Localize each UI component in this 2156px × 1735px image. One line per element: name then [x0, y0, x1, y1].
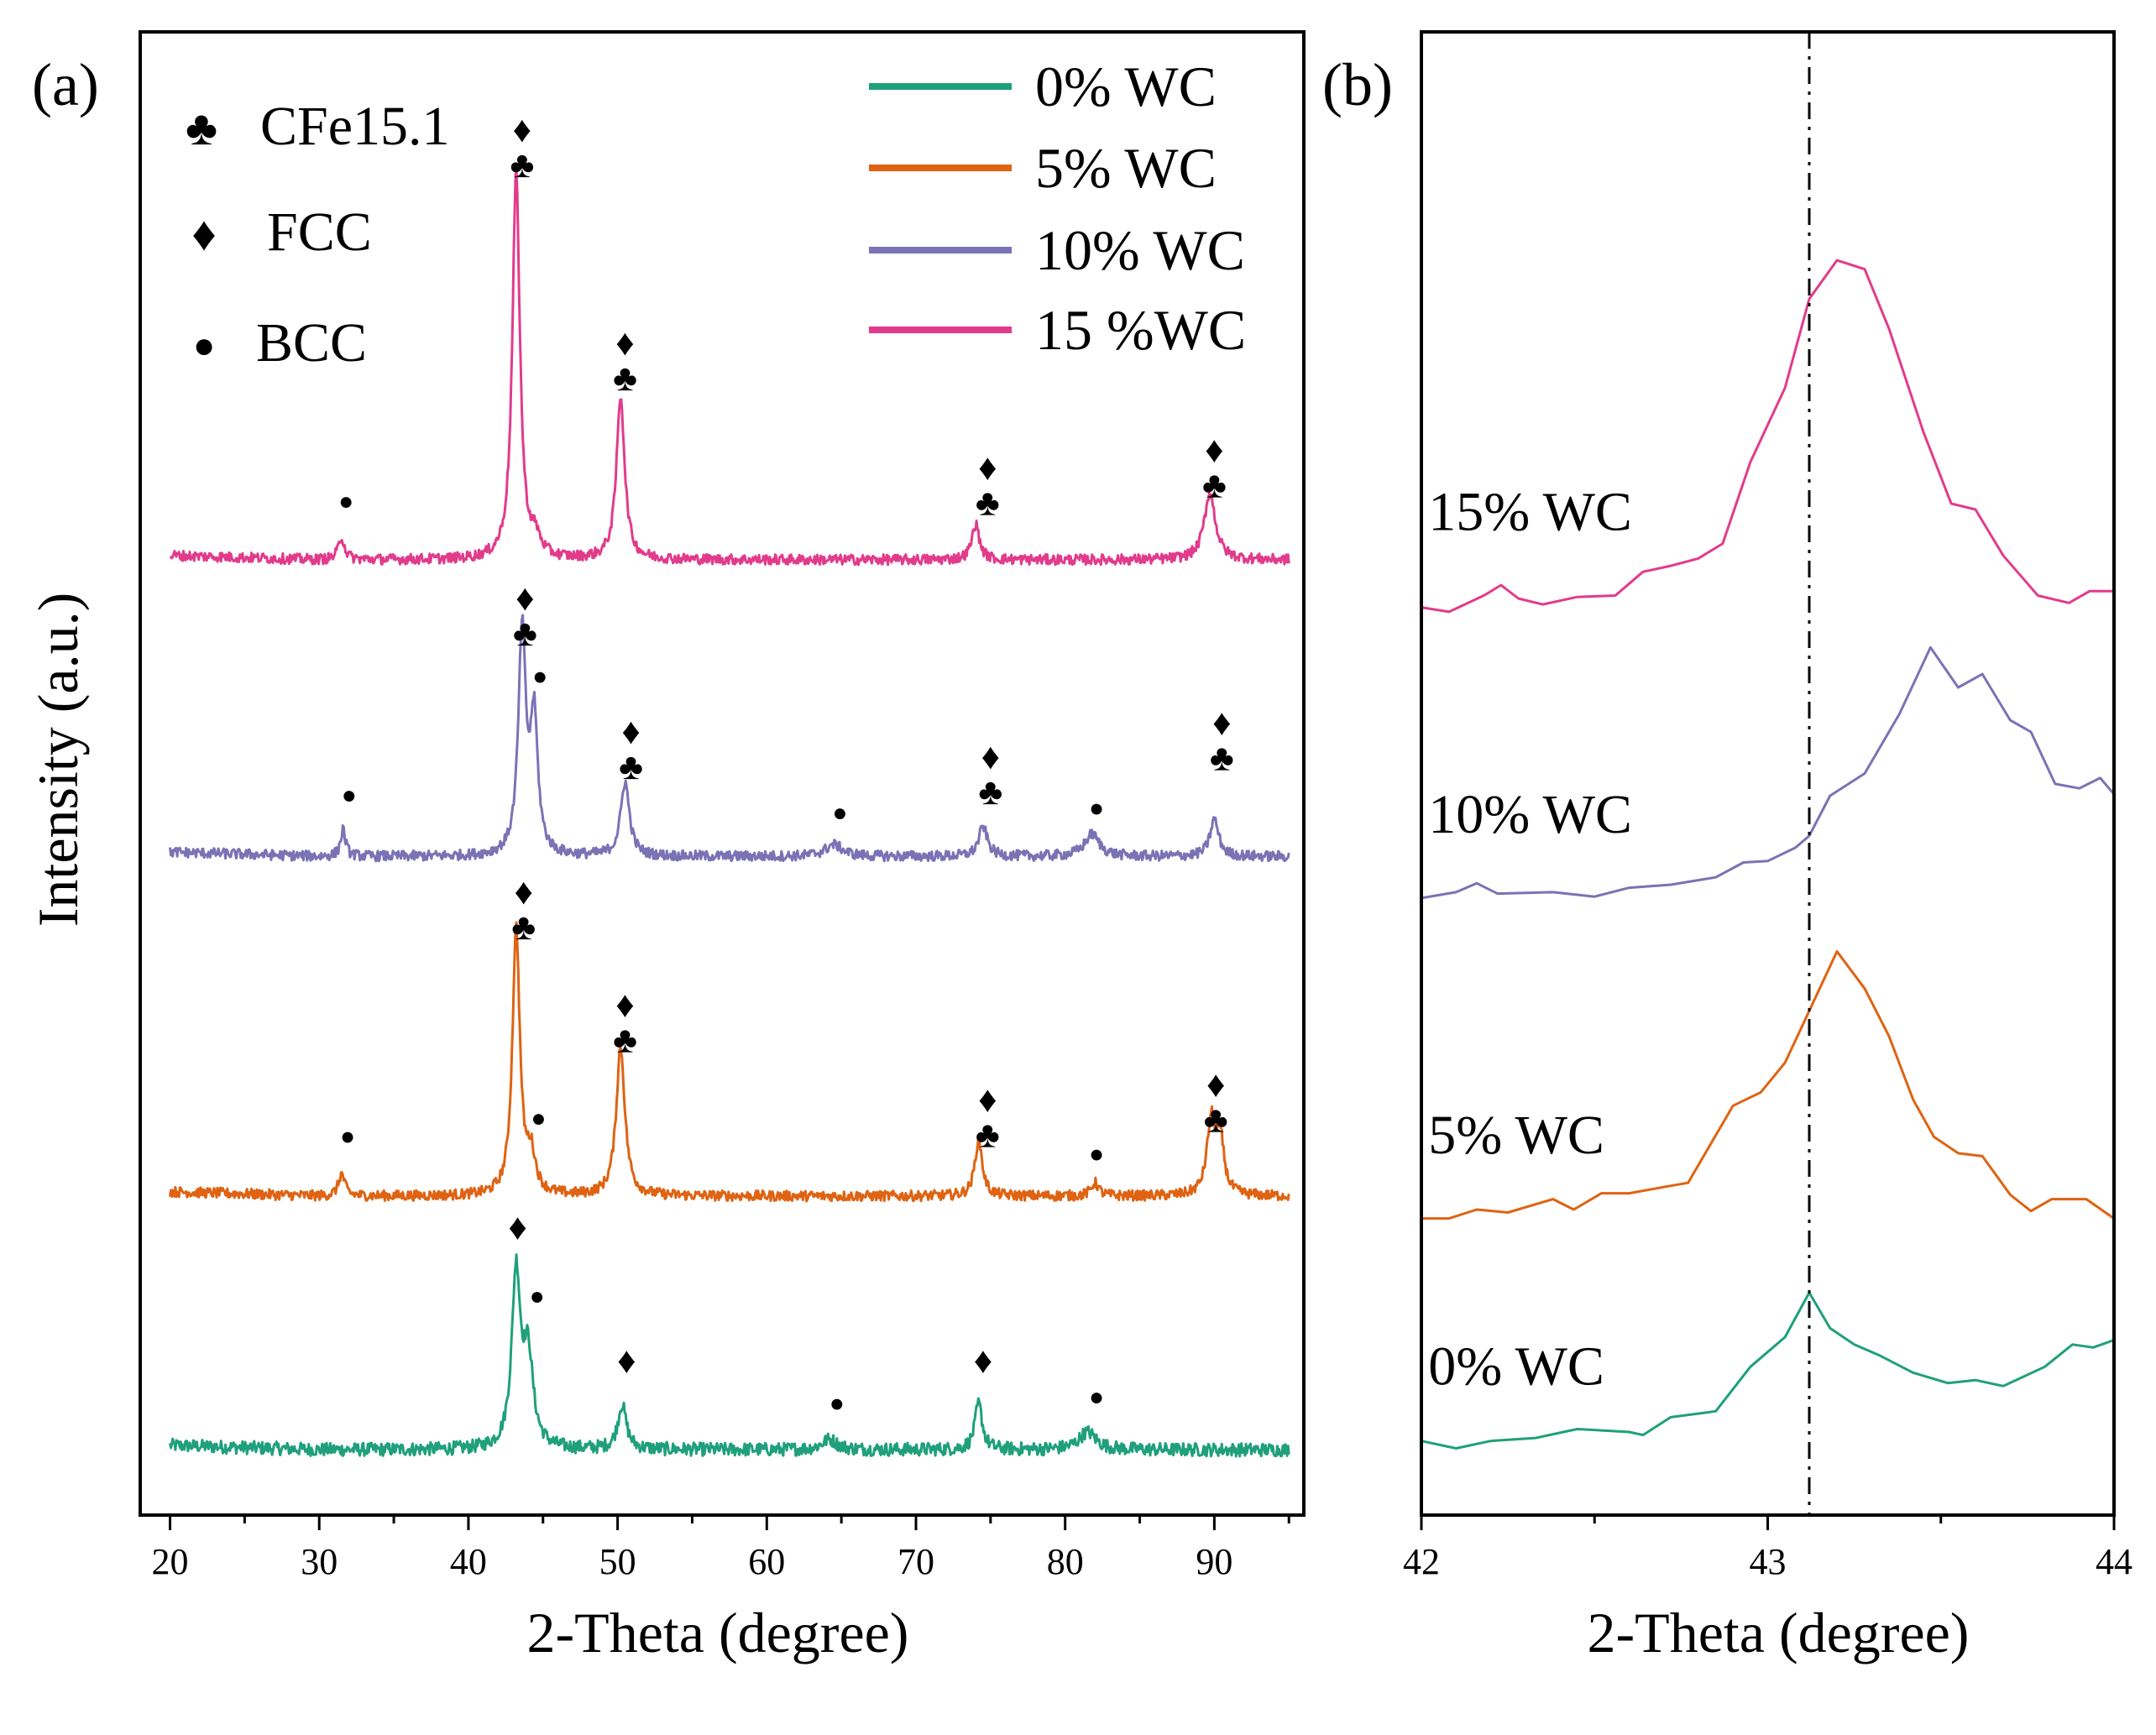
series-line-10-wc [169, 614, 1290, 863]
x-tick-label: 44 [2096, 1541, 2132, 1582]
legend-label-0wc: 0% WC [1035, 55, 1217, 118]
phase-marker-bcc: ● [1089, 1383, 1104, 1411]
phase-marker-bcc: ● [340, 1122, 355, 1150]
phase-marker-cfe: ♣ [976, 483, 1000, 524]
zoom-series-line-10-wc [1421, 645, 2116, 900]
x-tick-label: 80 [1047, 1541, 1084, 1582]
phase-marker-fcc: ♦ [513, 109, 531, 150]
phase-marker-fcc: ♦ [1205, 429, 1223, 470]
phase-marker-fcc: ♦ [615, 984, 634, 1025]
phase-marker-cfe: ♣ [1210, 738, 1234, 779]
x-tick-label: 40 [450, 1541, 487, 1582]
series-line-15-wc [169, 169, 1290, 567]
series-line-5-wc [169, 921, 1290, 1203]
panel-a-phase-markers: ●♦♣♦♣♦♣♦♣●♦♣●♦♣●♦♣ ●♦♣●♦♣●♦♣♦♣ ●♦♣♦●♦●♦● [338, 109, 1234, 1418]
phase-marker-cfe: ♣ [510, 144, 534, 186]
series-line-0-wc [169, 1253, 1290, 1458]
x-tick-label: 20 [152, 1541, 189, 1582]
phase-marker-bcc: ● [829, 1389, 845, 1417]
panel-a-y-axis-title: Intensity (a.u.) [26, 593, 90, 927]
phase-legend-label-bcc: BCC [256, 312, 367, 374]
phase-marker-bcc: ● [531, 1105, 546, 1132]
phase-marker-cfe: ♣ [511, 907, 536, 948]
phase-marker-bcc: ● [1089, 795, 1104, 823]
phase-marker-fcc: ♦ [508, 1206, 526, 1247]
zoom-curve-label-5-wc: 5% WC [1428, 1105, 1604, 1166]
phase-marker-fcc: ♦ [1212, 703, 1231, 744]
phase-marker-fcc: ♦ [615, 322, 634, 363]
phase-legend-label-fcc: FCC [267, 201, 372, 263]
phase-legend-symbol-fcc: ♦ [191, 206, 217, 261]
phase-marker-fcc: ♦ [1206, 1064, 1225, 1105]
phase-marker-bcc: ● [532, 663, 547, 691]
phase-marker-bcc: ● [338, 488, 353, 515]
legend-label-15wc: 15 %WC [1035, 298, 1246, 362]
panel-b-x-axis-title: 2-Theta (degree) [1588, 1601, 1970, 1664]
panel-b-x-ticks: 42 43 44 [1403, 1515, 2132, 1582]
phase-marker-cfe: ♣ [1202, 464, 1227, 505]
zoom-curve-label-0-wc: 0% WC [1428, 1336, 1604, 1398]
x-tick-label: 42 [1403, 1541, 1440, 1582]
phase-marker-fcc: ♦ [515, 577, 534, 619]
panel-a-x-axis-title: 2-Theta (degree) [527, 1601, 909, 1664]
x-tick-label: 70 [897, 1541, 934, 1582]
panel-b-label: (b) [1322, 51, 1393, 118]
phase-marker-fcc: ♦ [974, 1340, 992, 1381]
phase-marker-cfe: ♣ [513, 613, 537, 654]
phase-marker-fcc: ♦ [981, 736, 1000, 777]
phase-marker-fcc: ♦ [514, 871, 532, 912]
phase-marker-fcc: ♦ [978, 1079, 997, 1120]
panel-a-series-group [169, 169, 1290, 1458]
phase-marker-cfe: ♣ [613, 1019, 637, 1060]
zoom-curve-label-15-wc: 15% WC [1428, 482, 1632, 543]
phase-marker-fcc: ♦ [617, 1340, 636, 1381]
phase-marker-bcc: ● [342, 781, 357, 809]
phase-legend-label-cfe: CFe15.1 [260, 96, 450, 157]
phase-marker-cfe: ♣ [1204, 1100, 1228, 1141]
phase-marker-fcc: ♦ [621, 711, 640, 752]
panel-b: 42 43 44 0% WC 5% WC 10% WC 15% WC (b) 2-Thet… [1322, 30, 2132, 1664]
phase-legend-symbol-bcc: ● [193, 325, 216, 366]
x-tick-label: 50 [599, 1541, 636, 1582]
x-tick-label: 90 [1196, 1541, 1232, 1582]
panel-b-curve-labels: 0% WC 5% WC 10% WC 15% WC [1428, 482, 1632, 1398]
zoom-series-line-5-wc [1421, 950, 2115, 1220]
phase-marker-cfe: ♣ [613, 358, 637, 399]
phase-marker-cfe: ♣ [619, 746, 643, 787]
phase-legend-symbol-cfe: ♣ [186, 101, 217, 155]
panel-a-frame [139, 30, 1306, 1517]
panel-a: ●♦♣♦♣♦♣♦♣●♦♣●♦♣●♦♣ ●♦♣●♦♣●♦♣♦♣ ●♦♣♦●♦●♦● 2… [26, 30, 1306, 1664]
zoom-curve-label-10-wc: 10% WC [1428, 784, 1632, 845]
zoom-series-line-15-wc [1421, 259, 2114, 614]
x-tick-label: 60 [748, 1541, 785, 1582]
series-legend: 0% WC 5% WC 10% WC 15 %WC [869, 55, 1246, 362]
phase-marker-cfe: ♣ [978, 771, 1002, 813]
panel-a-x-ticks: 20 30 40 50 60 70 80 90 [152, 1515, 1290, 1582]
phase-legend: ♣ CFe15.1 ♦ FCC ● BCC [186, 96, 450, 374]
phase-marker-fcc: ♦ [978, 447, 997, 489]
phase-marker-bcc: ● [530, 1283, 545, 1310]
phase-marker-cfe: ♣ [976, 1114, 1000, 1155]
panel-a-label: (a) [32, 51, 99, 118]
phase-marker-bcc: ● [1089, 1141, 1104, 1168]
legend-label-5wc: 5% WC [1035, 136, 1217, 200]
legend-label-10wc: 10% WC [1035, 218, 1245, 282]
phase-marker-bcc: ● [832, 799, 847, 827]
x-tick-label: 30 [301, 1541, 338, 1582]
x-tick-label: 43 [1750, 1541, 1787, 1582]
